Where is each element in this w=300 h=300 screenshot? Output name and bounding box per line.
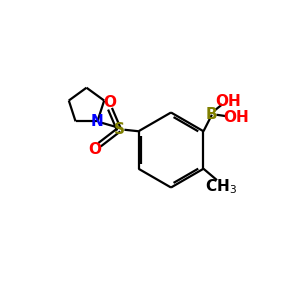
Text: OH: OH (223, 110, 249, 125)
Text: CH$_3$: CH$_3$ (206, 177, 238, 196)
Text: S: S (113, 122, 124, 137)
Text: B: B (206, 107, 218, 122)
Text: O: O (88, 142, 101, 157)
Text: OH: OH (215, 94, 241, 109)
Text: N: N (91, 114, 104, 129)
Text: O: O (103, 95, 116, 110)
